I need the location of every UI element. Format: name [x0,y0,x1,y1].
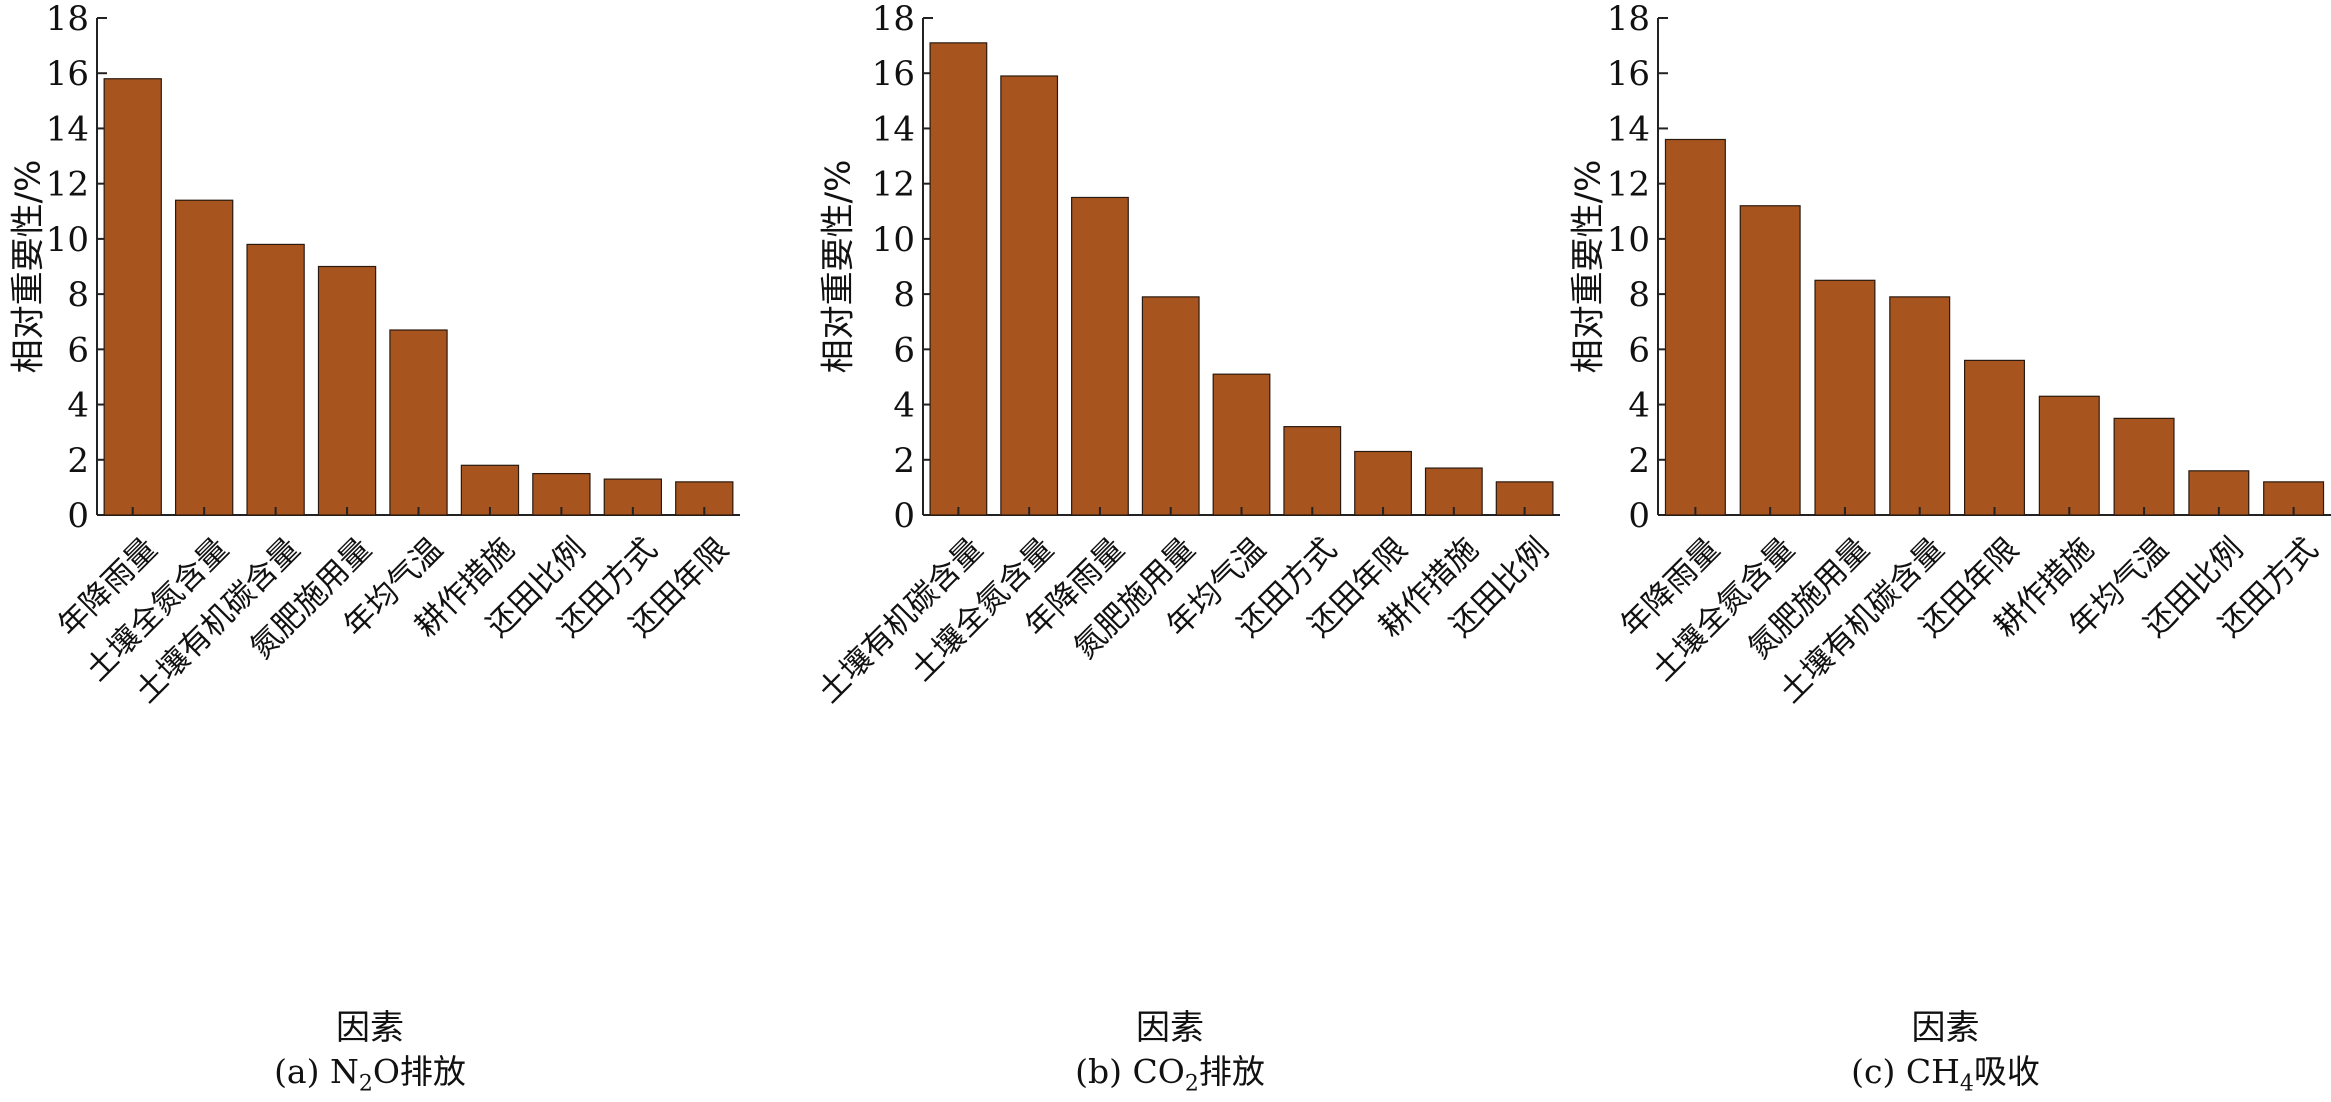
y-tick-label: 4 [67,386,89,426]
bar [1814,279,1876,516]
bar [246,243,305,516]
y-axis-title: 相对重要性/% [9,160,49,374]
caption-suffix: O排放 [372,1052,466,1091]
y-tick-label: 6 [893,330,915,370]
caption-subscript: 4 [1959,1071,1974,1097]
y-tick-label: 10 [1607,220,1650,260]
bar [2113,417,2175,516]
y-tick-label: 12 [46,165,89,205]
y-axis-title: 相对重要性/% [819,160,859,374]
bar [1664,138,1726,516]
y-tick-label: 6 [67,330,89,370]
y-tick-label: 16 [872,54,915,94]
y-tick-label: 8 [1628,275,1650,315]
y-tick-label: 6 [1628,330,1650,370]
y-tick-label: 18 [1607,0,1650,39]
y-tick-label: 0 [67,496,89,536]
caption-subscript: 2 [358,1071,373,1097]
y-tick-label: 4 [893,386,915,426]
bar [1354,450,1412,516]
x-axis-title: 因素 [336,1008,404,1048]
chart-caption: (a) N2O排放 [0,1045,740,1097]
y-tick-label: 12 [872,165,915,205]
bar [1000,75,1059,516]
bar [460,464,520,516]
y-tick-label: 2 [893,441,915,481]
y-tick-label: 8 [67,275,89,315]
chart-caption: (b) CO2排放 [780,1045,1560,1097]
chart-svg-n2o: 024681012141618相对重要性/%年降雨量土壤全氮含量土壤有机碳含量氮… [9,0,740,710]
y-tick-label: 8 [893,275,915,315]
caption-suffix: 吸收 [1973,1052,2040,1091]
chart-svg-ch4: 024681012141618相对重要性/%年降雨量土壤全氮含量氮肥施用量土壤有… [1569,0,2331,710]
y-tick-label: 16 [1607,54,1650,94]
x-axis-title: 因素 [1911,1008,1980,1048]
bar [929,42,988,516]
bar [1071,196,1129,516]
y-tick-label: 18 [46,0,89,39]
bar [103,78,162,516]
y-tick-label: 10 [872,220,915,260]
y-tick-label: 0 [893,496,915,536]
y-tick-label: 10 [46,220,89,260]
chart-svg-co2: 024681012141618相对重要性/%土壤有机碳含量土壤全氮含量年降雨量氮… [811,0,1560,710]
bar [1739,205,1801,516]
y-tick-label: 14 [872,109,915,149]
y-tick-label: 12 [1607,165,1650,205]
y-tick-label: 16 [46,54,89,94]
y-tick-label: 4 [1628,386,1650,426]
bar [1212,373,1271,516]
y-tick-label: 2 [67,441,89,481]
caption-prefix: (c) CH [1851,1052,1960,1091]
bar [174,199,234,516]
bar [1141,296,1200,516]
chart-panel-ch4: 0 2 4 6 8 10 12 14 16 18 相对重要性/% 年降雨量 土壤全氮含量 氮肥施用量 土壤有… [1560,0,2331,1102]
bar [2038,395,2100,516]
y-tick-label: 14 [1607,109,1650,149]
chart-panel-co2: 0 2 4 6 8 10 12 14 16 18 相对重要性/% 土壤有机碳含量 土壤全氮含量 年降雨量氮… [780,0,1560,1102]
bar [389,329,448,516]
caption-suffix: 排放 [1198,1052,1265,1091]
y-tick-label: 2 [1628,441,1650,481]
y-axis-title: 相对重要性/% [1569,160,1609,374]
chart-panel-n2o: 0 2 4 6 8 10 12 14 16 18 相对重要性/% 年降雨量 土壤全氮含量 土壤有机碳含量氮… [0,0,740,1102]
caption-subscript: 2 [1184,1071,1199,1097]
bar [317,265,377,516]
y-tick-label: 14 [46,109,89,149]
caption-prefix: (b) CO [1075,1052,1185,1091]
y-tick-label: 18 [872,0,915,39]
chart-caption: (c) CH4吸收 [1560,1045,2331,1097]
y-tick-label: 0 [1628,496,1650,536]
bar [1283,426,1342,516]
x-axis-title: 因素 [1136,1008,1204,1048]
bar [1963,359,2026,516]
caption-prefix: (a) N [274,1052,359,1091]
bar [1889,296,1951,516]
